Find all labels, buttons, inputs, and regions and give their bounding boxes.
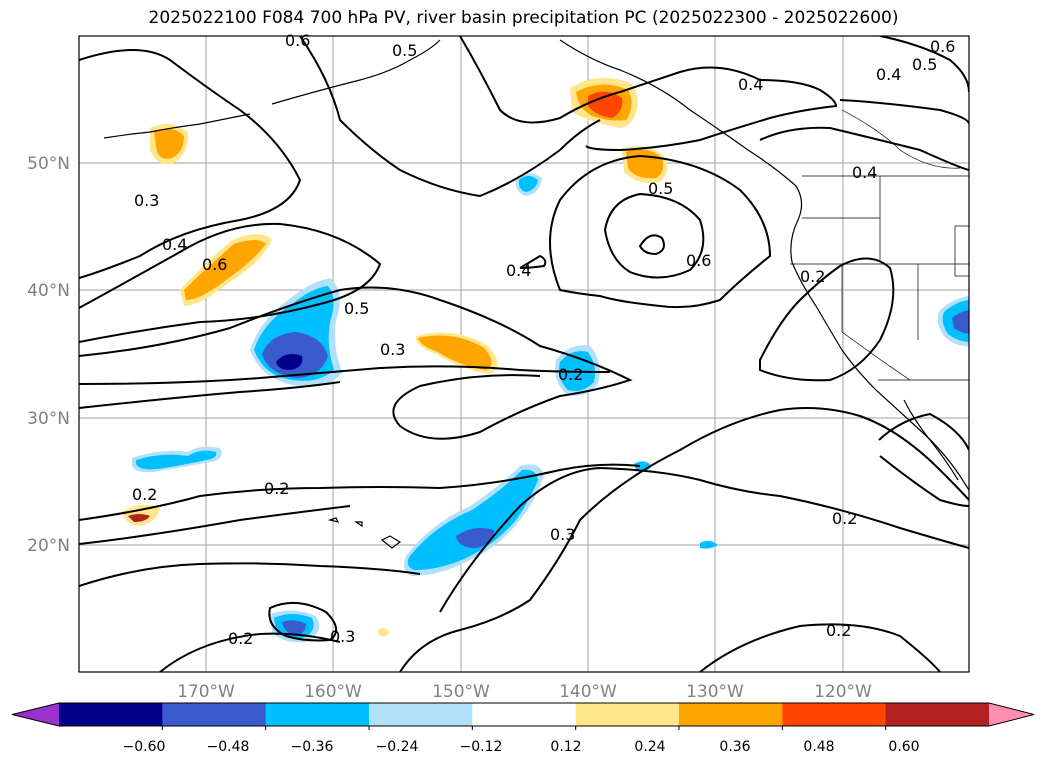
colorbar-tick-label: −0.48 [207,739,250,755]
coastlines [103,39,969,549]
contour-label: 0.6 [686,251,711,270]
pv-contours [79,36,969,672]
colorbar-extend-max [989,703,1034,726]
precip-positive-small [378,628,390,637]
lon-label: 120°W [814,682,872,702]
lat-label: 30°N [27,409,70,429]
contour-label: 0.4 [738,75,763,94]
contour-labels: 0.6 0.5 0.5 0.4 0.6 0.3 0.4 0.5 0.4 0.6 … [132,31,955,648]
precip-negative-gulf [515,173,542,196]
precip-positive-hawaii-west [122,504,160,526]
colorbar-tick-label: 0.24 [634,739,665,755]
lat-label: 40°N [27,281,70,301]
contour-label: 0.5 [912,55,937,74]
colorbar-bin [369,703,473,726]
contour-label: 0.4 [162,235,187,254]
contour-label: 0.5 [392,41,417,60]
contour-label: 0.3 [134,191,159,210]
lon-label: 170°W [177,682,235,702]
contour-label: 0.2 [558,365,583,384]
political-borders [790,109,969,381]
colorbar-bin [575,703,680,726]
precip-positive-central [415,332,498,374]
colorbar-bin [59,703,163,726]
lat-label: 20°N [27,536,70,556]
colorbar-outline [11,702,1035,727]
contour-label: 0.3 [380,340,405,359]
lon-label: 160°W [304,682,362,702]
colorbar-tick-label: −0.24 [376,739,419,755]
colorbar-tick-label: −0.12 [460,739,503,755]
colorbar-bin [472,703,577,726]
colorbar-tick-label: 0.12 [550,739,581,755]
colorbar-tick-label: 0.36 [719,739,750,755]
contour-label: 0.2 [228,629,253,648]
colorbar-tick-label: −0.36 [291,739,334,755]
lon-label: 130°W [686,682,744,702]
map-frame [78,35,970,673]
lon-axis-labels: 170°W 160°W 150°W 140°W 130°W 120°W [177,682,872,702]
contour-label: 0.4 [506,261,531,280]
colorbar-ticks: −0.60 −0.48 −0.36 −0.24 −0.12 0.12 0.24 … [123,739,920,755]
contour-label: 0.4 [852,163,877,182]
precip-negative-hawaii [404,464,544,576]
contour-label: 0.6 [930,37,955,56]
precip-negative-west-hawaii [132,446,222,473]
colorbar-bin [782,703,887,726]
precip-positive-midpacific-west [180,234,272,306]
colorbar-bin [162,703,267,726]
colorbar-tick-label: −0.60 [123,739,166,755]
precip-positive-bc-coast [622,146,668,183]
precip-positive-alaska-panhandle [570,77,638,128]
precip-negative-east-edge [937,296,969,347]
colorbar-bin [679,703,783,726]
contour-label: 0.6 [285,31,310,50]
contour-label: 0.6 [202,255,227,274]
contour-label: 0.2 [264,479,289,498]
contour-label: 0.5 [344,299,369,318]
precip-positive-aleutians [150,123,189,165]
contour-label: 0.2 [132,485,157,504]
colorbar [11,702,1035,730]
precip-negative-small-2 [700,540,718,549]
colorbar-bin [265,703,370,726]
contour-label: 0.2 [832,509,857,528]
lat-label: 50°N [27,154,70,174]
contour-label: 0.5 [648,179,673,198]
lat-axis-labels: 50°N 40°N 30°N 20°N [27,154,70,556]
colorbar-extend-min [12,703,59,726]
lon-label: 150°W [432,682,490,702]
colorbar-bin [885,703,990,726]
colorbar-tick-label: 0.48 [803,739,834,755]
graticule [79,36,969,672]
contour-label: 0.3 [330,627,355,646]
contour-label: 0.2 [826,621,851,640]
lon-label: 140°W [559,682,617,702]
map-title: 2025022100 F084 700 hPa PV, river basin … [148,8,899,28]
contour-label: 0.2 [800,267,825,286]
contour-label: 0.4 [876,65,901,84]
colorbar-tick-label: 0.60 [888,739,919,755]
contour-label: 0.3 [550,525,575,544]
